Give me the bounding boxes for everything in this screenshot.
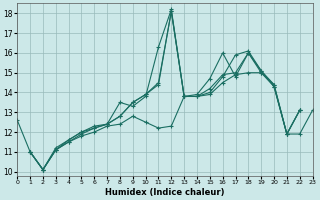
X-axis label: Humidex (Indice chaleur): Humidex (Indice chaleur): [105, 188, 225, 197]
